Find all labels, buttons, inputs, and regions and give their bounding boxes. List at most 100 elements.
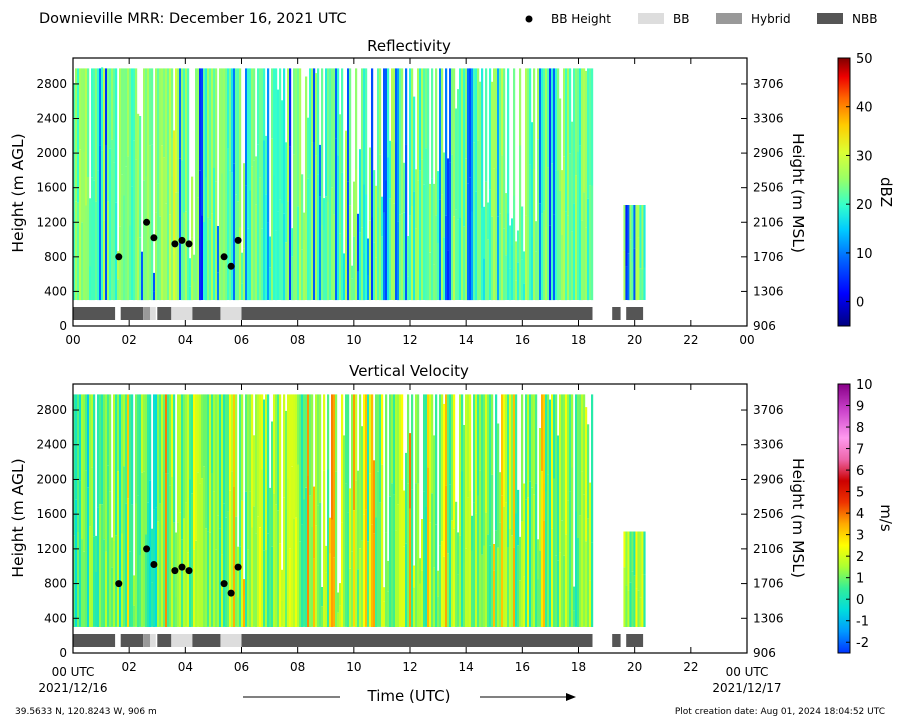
velocity-field-cell bbox=[513, 394, 516, 548]
reflectivity-field-cell bbox=[145, 68, 148, 177]
reflectivity-field-cell bbox=[571, 121, 574, 232]
velocity-field-cell bbox=[335, 394, 338, 472]
velocity-field-cell bbox=[457, 574, 460, 627]
reflectivity-field-cell bbox=[243, 163, 246, 249]
velocity-field-cell bbox=[371, 394, 374, 525]
reflectivity-field-cell bbox=[229, 68, 232, 171]
reflectivity-field-cell bbox=[493, 68, 496, 169]
velocity-field-cell bbox=[81, 539, 84, 627]
velocity-field-cell bbox=[433, 567, 436, 627]
reflectivity-field-cell bbox=[641, 269, 644, 300]
velocity-field-cell bbox=[357, 470, 360, 570]
velocity-field-cell bbox=[539, 550, 542, 627]
reflectivity-field-cell bbox=[463, 68, 466, 227]
legend-bb-swatch bbox=[638, 13, 664, 24]
velocity-field-cell bbox=[465, 394, 468, 549]
velocity-field-cell bbox=[559, 394, 562, 553]
reflectivity-field-cell bbox=[121, 68, 124, 175]
velocity-field-cell bbox=[347, 394, 350, 513]
reflectivity-field-cell bbox=[491, 81, 494, 217]
reflectivity-field-cell bbox=[121, 174, 124, 301]
reflectivity-field-cell bbox=[371, 217, 374, 300]
reflectivity-field-cell bbox=[123, 68, 126, 196]
reflectivity-field-cell bbox=[501, 68, 504, 156]
creation-date-text: Plot creation date: Aug 01, 2024 18:04:5… bbox=[675, 707, 885, 717]
reflectivity-field-cell bbox=[403, 212, 406, 301]
reflectivity-field-cell bbox=[451, 154, 454, 300]
reflectivity-field-cell bbox=[581, 68, 584, 221]
reflectivity-bb-bar-segment bbox=[626, 307, 644, 320]
reflectivity-field-cell bbox=[327, 202, 330, 301]
reflectivity-xtick-label: 00 bbox=[739, 333, 754, 347]
velocity-field-cell bbox=[345, 394, 348, 484]
reflectivity-field-cell bbox=[439, 68, 442, 200]
reflectivity-field-cell bbox=[439, 199, 442, 301]
velocity-field-cell bbox=[339, 605, 342, 627]
velocity-field-cell bbox=[517, 489, 520, 546]
velocity-bb-bar-segment bbox=[612, 634, 621, 647]
reflectivity-ytick-label-right: 906 bbox=[753, 319, 776, 333]
reflectivity-field-cell bbox=[269, 236, 272, 268]
reflectivity-ytick-label: 1600 bbox=[36, 181, 67, 195]
velocity-field-cell bbox=[95, 572, 98, 627]
reflectivity-field-cell bbox=[159, 216, 162, 301]
velocity-field-cell bbox=[491, 394, 494, 475]
velocity-field-cell bbox=[519, 536, 522, 581]
reflectivity-field-cell bbox=[579, 68, 582, 146]
reflectivity-field-cell bbox=[235, 68, 238, 195]
velocity-field-cell bbox=[565, 394, 568, 535]
velocity-field bbox=[73, 394, 646, 627]
reflectivity-field-cell bbox=[165, 203, 168, 300]
reflectivity-field-cell bbox=[105, 68, 108, 145]
velocity-field-cell bbox=[197, 472, 200, 627]
velocity-field-cell bbox=[523, 483, 526, 577]
reflectivity-field-cell bbox=[387, 157, 390, 301]
velocity-xtick-label: 10 bbox=[346, 660, 361, 674]
velocity-field-cell bbox=[169, 485, 172, 627]
velocity-field-cell bbox=[201, 394, 204, 479]
velocity-field-cell bbox=[337, 592, 340, 613]
reflectivity-field-cell bbox=[255, 204, 258, 301]
reflectivity-field-cell bbox=[367, 275, 370, 300]
velocity-field-cell bbox=[283, 394, 286, 498]
reflectivity-field-cell bbox=[561, 235, 564, 301]
reflectivity-field-cell bbox=[427, 187, 430, 301]
velocity-field-cell bbox=[249, 394, 252, 492]
velocity-field-cell bbox=[111, 567, 114, 627]
velocity-colorbar-tick-label: 7 bbox=[856, 443, 864, 458]
reflectivity-bb-height-point bbox=[150, 234, 158, 242]
velocity-bb-height-point bbox=[185, 567, 193, 575]
reflectivity-field-cell bbox=[329, 68, 332, 176]
velocity-field-cell bbox=[403, 546, 406, 627]
velocity-colorbar-tick-label: -1 bbox=[856, 615, 869, 630]
velocity-field-cell bbox=[493, 570, 496, 627]
velocity-field-cell bbox=[487, 394, 490, 535]
velocity-field-cell bbox=[409, 508, 412, 627]
velocity-field-cell bbox=[421, 519, 424, 571]
velocity-field-cell bbox=[101, 504, 104, 627]
reflectivity-field-cell bbox=[641, 205, 644, 270]
reflectivity-field-cell bbox=[429, 183, 432, 253]
reflectivity-field-cell bbox=[557, 68, 560, 171]
velocity-field-cell bbox=[567, 500, 570, 627]
reflectivity-field-cell bbox=[511, 245, 514, 300]
reflectivity-field-cell bbox=[313, 68, 316, 143]
reflectivity-field-cell bbox=[445, 215, 448, 301]
velocity-field-cell bbox=[277, 394, 280, 511]
velocity-field-cell bbox=[115, 535, 118, 627]
reflectivity-field-cell bbox=[563, 68, 566, 157]
velocity-bb-bar-segment bbox=[73, 634, 116, 647]
reflectivity-field-cell bbox=[315, 155, 318, 301]
reflectivity-field-cell bbox=[515, 241, 518, 281]
reflectivity-field-cell bbox=[403, 162, 406, 213]
reflectivity-xtick-label: 00 bbox=[65, 333, 80, 347]
reflectivity-field-cell bbox=[475, 191, 478, 301]
velocity-xtick-label: 08 bbox=[290, 660, 305, 674]
reflectivity-colorbar-tick-label: 40 bbox=[856, 101, 873, 116]
reflectivity-field-cell bbox=[289, 146, 292, 300]
reflectivity-field-cell bbox=[219, 68, 222, 190]
velocity-field-cell bbox=[451, 394, 454, 521]
reflectivity-field-cell bbox=[631, 205, 634, 262]
reflectivity-ytick-label-right: 2906 bbox=[753, 146, 784, 160]
reflectivity-xtick-label: 12 bbox=[402, 333, 417, 347]
